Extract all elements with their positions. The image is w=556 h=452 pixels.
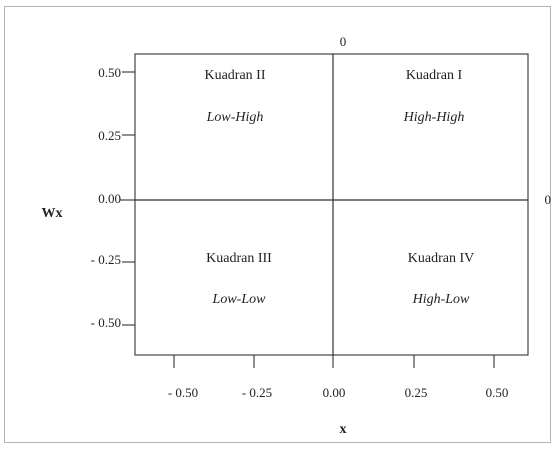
y-tick-label: 0.50 bbox=[98, 65, 121, 80]
quadrant-iv-subtitle: High-Low bbox=[412, 292, 470, 307]
y-tick-label: - 0.50 bbox=[91, 315, 121, 330]
top-zero-label: 0 bbox=[340, 34, 347, 49]
x-tick-label: - 0.50 bbox=[168, 385, 198, 400]
right-zero-label: 0 bbox=[545, 192, 552, 207]
y-tick-label: - 0.25 bbox=[91, 252, 121, 267]
x-axis-title: x bbox=[340, 422, 347, 437]
quadrant-i-title: Kuadran I bbox=[406, 68, 463, 83]
x-tick-label: 0.00 bbox=[323, 385, 346, 400]
y-axis-title: Wx bbox=[42, 206, 63, 221]
quadrant-i-subtitle: High-High bbox=[403, 110, 465, 125]
x-tick-label: 0.25 bbox=[405, 385, 428, 400]
x-tick-label: 0.50 bbox=[486, 385, 509, 400]
y-tick-label: 0.25 bbox=[98, 128, 121, 143]
quadrant-ii-subtitle: Low-High bbox=[206, 110, 264, 125]
quadrant-iii-title: Kuadran III bbox=[206, 251, 272, 266]
y-tick-label: 0.00 bbox=[98, 191, 121, 206]
x-tick-label: - 0.25 bbox=[242, 385, 272, 400]
quadrant-ii-title: Kuadran II bbox=[204, 68, 265, 83]
quadrant-iii-subtitle: Low-Low bbox=[212, 292, 267, 307]
quadrant-iv-title: Kuadran IV bbox=[408, 251, 474, 266]
plot-box bbox=[134, 53, 529, 356]
figure-frame bbox=[4, 6, 551, 443]
